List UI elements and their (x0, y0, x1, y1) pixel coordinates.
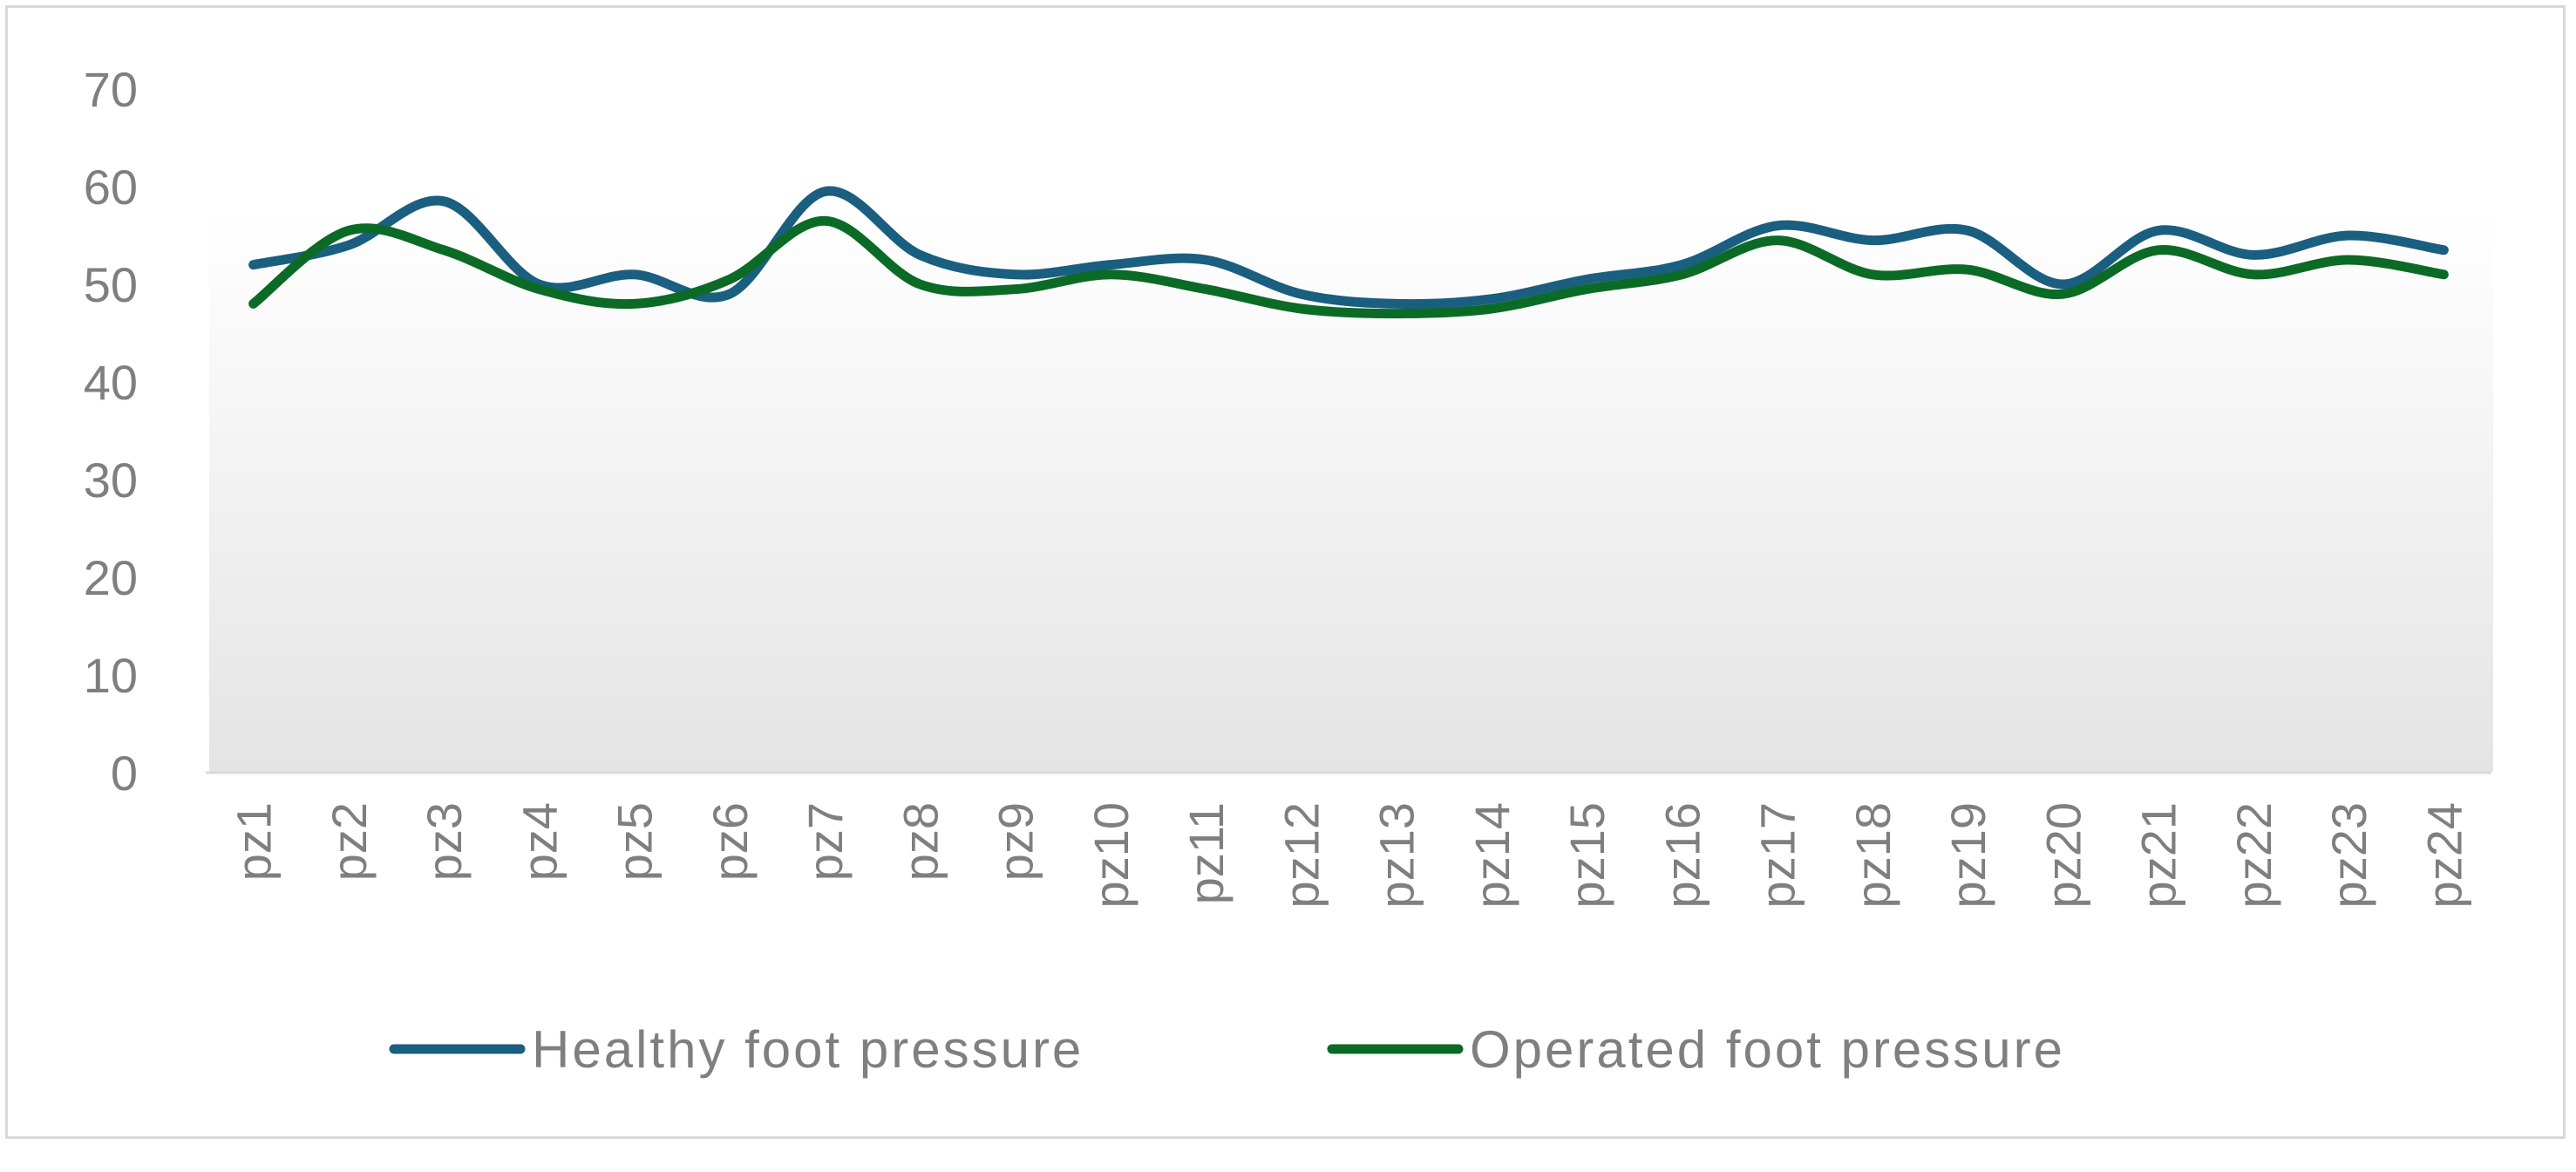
x-tick-label-pz11: pz11 (1179, 802, 1234, 904)
series-lines (248, 186, 2449, 319)
legend: Healthy foot pressure Operated foot press… (389, 1020, 2065, 1079)
x-tick-label-pz20: pz20 (2036, 802, 2090, 908)
x-tick-label-pz4: pz4 (512, 802, 567, 881)
x-tick-label-pz23: pz23 (2321, 802, 2376, 908)
x-tick-label-pz10: pz10 (1084, 802, 1138, 908)
y-tick-label-3: 30 (84, 453, 138, 508)
y-tick-label-5: 50 (84, 257, 138, 312)
x-tick-label-pz15: pz15 (1560, 802, 1614, 908)
x-tick-label-pz1: pz1 (227, 802, 282, 881)
y-axis-ticks: 0 10 20 30 40 50 60 70 (84, 62, 138, 801)
x-tick-label-pz21: pz21 (2131, 802, 2186, 908)
x-tick-label-pz5: pz5 (608, 802, 663, 881)
x-tick-label-pz16: pz16 (1655, 802, 1709, 908)
x-tick-label-pz14: pz14 (1465, 802, 1519, 908)
plot-area (209, 214, 2493, 772)
legend-label-1: Operated foot pressure (1470, 1020, 2065, 1079)
y-tick-label-6: 60 (84, 160, 138, 215)
x-tick-label-pz8: pz8 (893, 802, 948, 881)
series-line-healthy (248, 186, 2449, 310)
x-tick-label-pz6: pz6 (703, 802, 758, 881)
x-tick-label-pz2: pz2 (322, 802, 377, 881)
y-tick-label-1: 10 (84, 648, 138, 703)
x-tick-label-pz22: pz22 (2226, 802, 2281, 908)
y-tick-label-0: 0 (111, 746, 138, 801)
x-tick-label-pz9: pz9 (989, 802, 1043, 881)
x-tick-label-pz7: pz7 (798, 802, 853, 881)
y-tick-label-7: 70 (84, 62, 138, 117)
x-tick-label-pz13: pz13 (1370, 802, 1424, 908)
x-axis-ticks: pz1 pz2 pz3 pz4 pz5 pz6 pz7 pz8 pz9 pz10 pz11 pz12 p… (227, 802, 2472, 908)
series-line-operated (248, 215, 2449, 319)
x-tick-label-pz18: pz18 (1845, 802, 1900, 908)
y-tick-label-4: 40 (84, 355, 138, 410)
legend-label-0: Healthy foot pressure (532, 1020, 1084, 1079)
x-tick-label-pz12: pz12 (1274, 802, 1329, 908)
y-tick-label-2: 20 (84, 550, 138, 605)
x-tick-label-pz24: pz24 (2416, 802, 2471, 908)
x-tick-label-pz17: pz17 (1750, 802, 1805, 908)
x-tick-label-pz19: pz19 (1940, 802, 1995, 908)
x-tick-label-pz3: pz3 (417, 802, 472, 881)
